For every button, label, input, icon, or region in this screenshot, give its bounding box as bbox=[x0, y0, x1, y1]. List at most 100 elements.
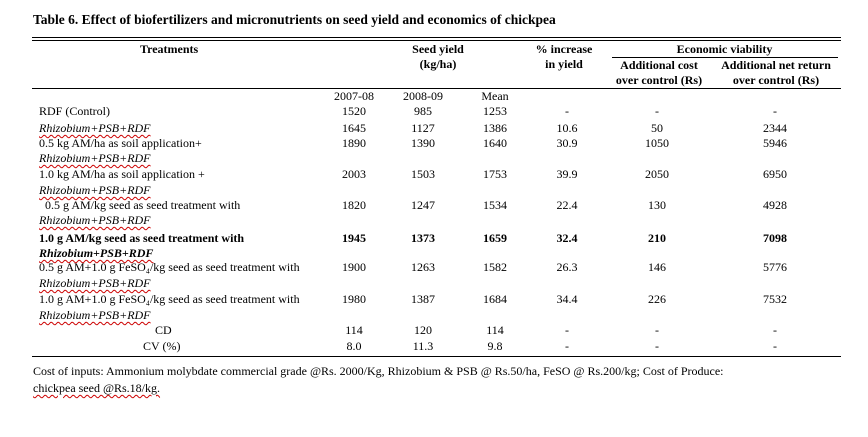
row-increase: 32.4 bbox=[556, 231, 578, 245]
row-increase: 34.4 bbox=[556, 292, 578, 306]
row-label-line2: Rhizobium+PSB+RDF bbox=[39, 308, 151, 322]
header-increase-line1: % increase bbox=[535, 42, 593, 56]
stat-cv-cost: - bbox=[655, 339, 659, 353]
row-label: 1.0 kg AM/ha as soil application + bbox=[39, 167, 205, 181]
stat-cd-return: - bbox=[773, 323, 777, 337]
row-additional-cost: 130 bbox=[648, 198, 666, 212]
row-yield-2008: 1127 bbox=[411, 121, 435, 135]
row-label: 1.0 g AM/kg seed as seed treatment with bbox=[39, 231, 245, 245]
row-increase: 10.6 bbox=[556, 121, 578, 135]
row-label: 0.5 g AM+1.0 g FeSO₄/kg seed as seed tre… bbox=[39, 260, 300, 274]
header-additional-cost-line1: Additional cost bbox=[620, 58, 698, 72]
row-yield-mean: 1753 bbox=[483, 167, 507, 181]
table-bottom-rule bbox=[32, 356, 841, 357]
row-yield-2008: 985 bbox=[414, 104, 432, 118]
row-additional-cost: 226 bbox=[648, 292, 666, 306]
row-additional-return: 7098 bbox=[763, 231, 787, 245]
table-top-rule bbox=[32, 37, 841, 38]
row-yield-mean: 1582 bbox=[483, 260, 507, 274]
row-yield-mean: 1640 bbox=[483, 136, 507, 150]
row-yield-2008: 1503 bbox=[411, 167, 435, 181]
header-mean: Mean bbox=[481, 89, 509, 103]
stat-cv-2007: 8.0 bbox=[346, 339, 362, 353]
row-increase: 26.3 bbox=[556, 260, 578, 274]
row-label: Rhizobium+PSB+RDF bbox=[39, 121, 151, 135]
row-additional-cost: 210 bbox=[648, 231, 666, 245]
stat-cv-mean: 9.8 bbox=[487, 339, 503, 353]
table-title: Table 6. Effect of biofertilizers and mi… bbox=[33, 12, 556, 27]
row-additional-return: 5946 bbox=[763, 136, 787, 150]
table-top-rule-2 bbox=[32, 40, 841, 41]
row-label-line2: Rhizobium+PSB+RDF bbox=[39, 213, 151, 227]
header-bottom-rule bbox=[32, 88, 841, 89]
stat-cd-increase: - bbox=[565, 323, 569, 337]
row-yield-mean: 1659 bbox=[483, 231, 507, 245]
row-label-line2: Rhizobium+PSB+RDF bbox=[39, 276, 151, 290]
row-label: 0.5 g AM/kg seed as seed treatment with bbox=[45, 198, 241, 212]
stat-cv-increase: - bbox=[565, 339, 569, 353]
row-yield-2007: 1645 bbox=[342, 121, 366, 135]
row-additional-return: - bbox=[773, 104, 777, 118]
stat-cv-2008: 11.3 bbox=[412, 339, 434, 353]
row-yield-2007: 1890 bbox=[342, 136, 366, 150]
row-yield-mean: 1386 bbox=[483, 121, 507, 135]
economic-underline bbox=[612, 57, 838, 58]
row-increase: 30.9 bbox=[556, 136, 578, 150]
header-seed-yield-line2: (kg/ha) bbox=[419, 57, 457, 71]
row-label: 0.5 kg AM/ha as soil application+ bbox=[39, 136, 202, 150]
row-label-line2: Rhizobium+PSB+RDF bbox=[39, 246, 154, 260]
row-additional-return: 5776 bbox=[763, 260, 787, 274]
row-yield-2007: 1820 bbox=[342, 198, 366, 212]
stat-label-cd: CD bbox=[155, 323, 172, 337]
row-label: 1.0 g AM+1.0 g FeSO₄/kg seed as seed tre… bbox=[39, 292, 300, 306]
row-additional-return: 2344 bbox=[763, 121, 787, 135]
header-year-2008: 2008-09 bbox=[403, 89, 443, 103]
header-treatments: Treatments bbox=[140, 42, 199, 56]
row-yield-mean: 1253 bbox=[483, 104, 507, 118]
row-increase: 39.9 bbox=[556, 167, 578, 181]
row-additional-cost: - bbox=[655, 104, 659, 118]
stat-label-cv: CV (%) bbox=[143, 339, 181, 353]
header-seed-yield: Seed yield (kg/ha) bbox=[398, 42, 478, 72]
header-economic-viability: Economic viability bbox=[676, 42, 773, 56]
row-label-line2: Rhizobium+PSB+RDF bbox=[39, 151, 151, 165]
stat-cd-2007: 114 bbox=[345, 323, 363, 337]
stat-cd-cost: - bbox=[655, 323, 659, 337]
stat-cd-2008: 120 bbox=[414, 323, 432, 337]
header-additional-return: Additional net return over control (Rs) bbox=[714, 58, 838, 88]
row-additional-cost: 1050 bbox=[645, 136, 669, 150]
row-increase: 22.4 bbox=[556, 198, 578, 212]
header-increase: % increase in yield bbox=[524, 42, 604, 72]
header-additional-cost-line2: over control (Rs) bbox=[615, 73, 703, 87]
row-additional-cost: 146 bbox=[648, 260, 666, 274]
row-label: RDF (Control) bbox=[39, 104, 111, 118]
row-yield-2008: 1373 bbox=[411, 231, 435, 245]
row-yield-mean: 1534 bbox=[483, 198, 507, 212]
footnote-line1: Cost of inputs: Ammonium molybdate comme… bbox=[33, 364, 724, 378]
row-yield-2008: 1247 bbox=[411, 198, 435, 212]
row-yield-2007: 1900 bbox=[342, 260, 366, 274]
row-yield-2007: 1520 bbox=[342, 104, 366, 118]
row-label-line2: Rhizobium+PSB+RDF bbox=[39, 183, 151, 197]
row-additional-cost: 2050 bbox=[645, 167, 669, 181]
stat-cv-return: - bbox=[773, 339, 777, 353]
row-additional-return: 6950 bbox=[763, 167, 787, 181]
row-yield-mean: 1684 bbox=[483, 292, 507, 306]
row-yield-2007: 2003 bbox=[342, 167, 366, 181]
header-seed-yield-line1: Seed yield bbox=[412, 42, 464, 56]
row-yield-2007: 1945 bbox=[342, 231, 366, 245]
row-yield-2008: 1390 bbox=[411, 136, 435, 150]
row-additional-return: 4928 bbox=[763, 198, 787, 212]
row-yield-2007: 1980 bbox=[342, 292, 366, 306]
row-yield-2008: 1263 bbox=[411, 260, 435, 274]
row-yield-2008: 1387 bbox=[411, 292, 435, 306]
header-year-2007: 2007-08 bbox=[334, 89, 374, 103]
header-additional-return-line1: Additional net return bbox=[721, 58, 831, 72]
row-increase: - bbox=[565, 104, 569, 118]
header-additional-return-line2: over control (Rs) bbox=[732, 73, 820, 87]
header-additional-cost: Additional cost over control (Rs) bbox=[604, 58, 714, 88]
footnote-line2: chickpea seed @Rs.18/kg. bbox=[33, 381, 161, 395]
header-increase-line2: in yield bbox=[545, 57, 583, 71]
stat-cd-mean: 114 bbox=[486, 323, 504, 337]
row-additional-return: 7532 bbox=[763, 292, 787, 306]
